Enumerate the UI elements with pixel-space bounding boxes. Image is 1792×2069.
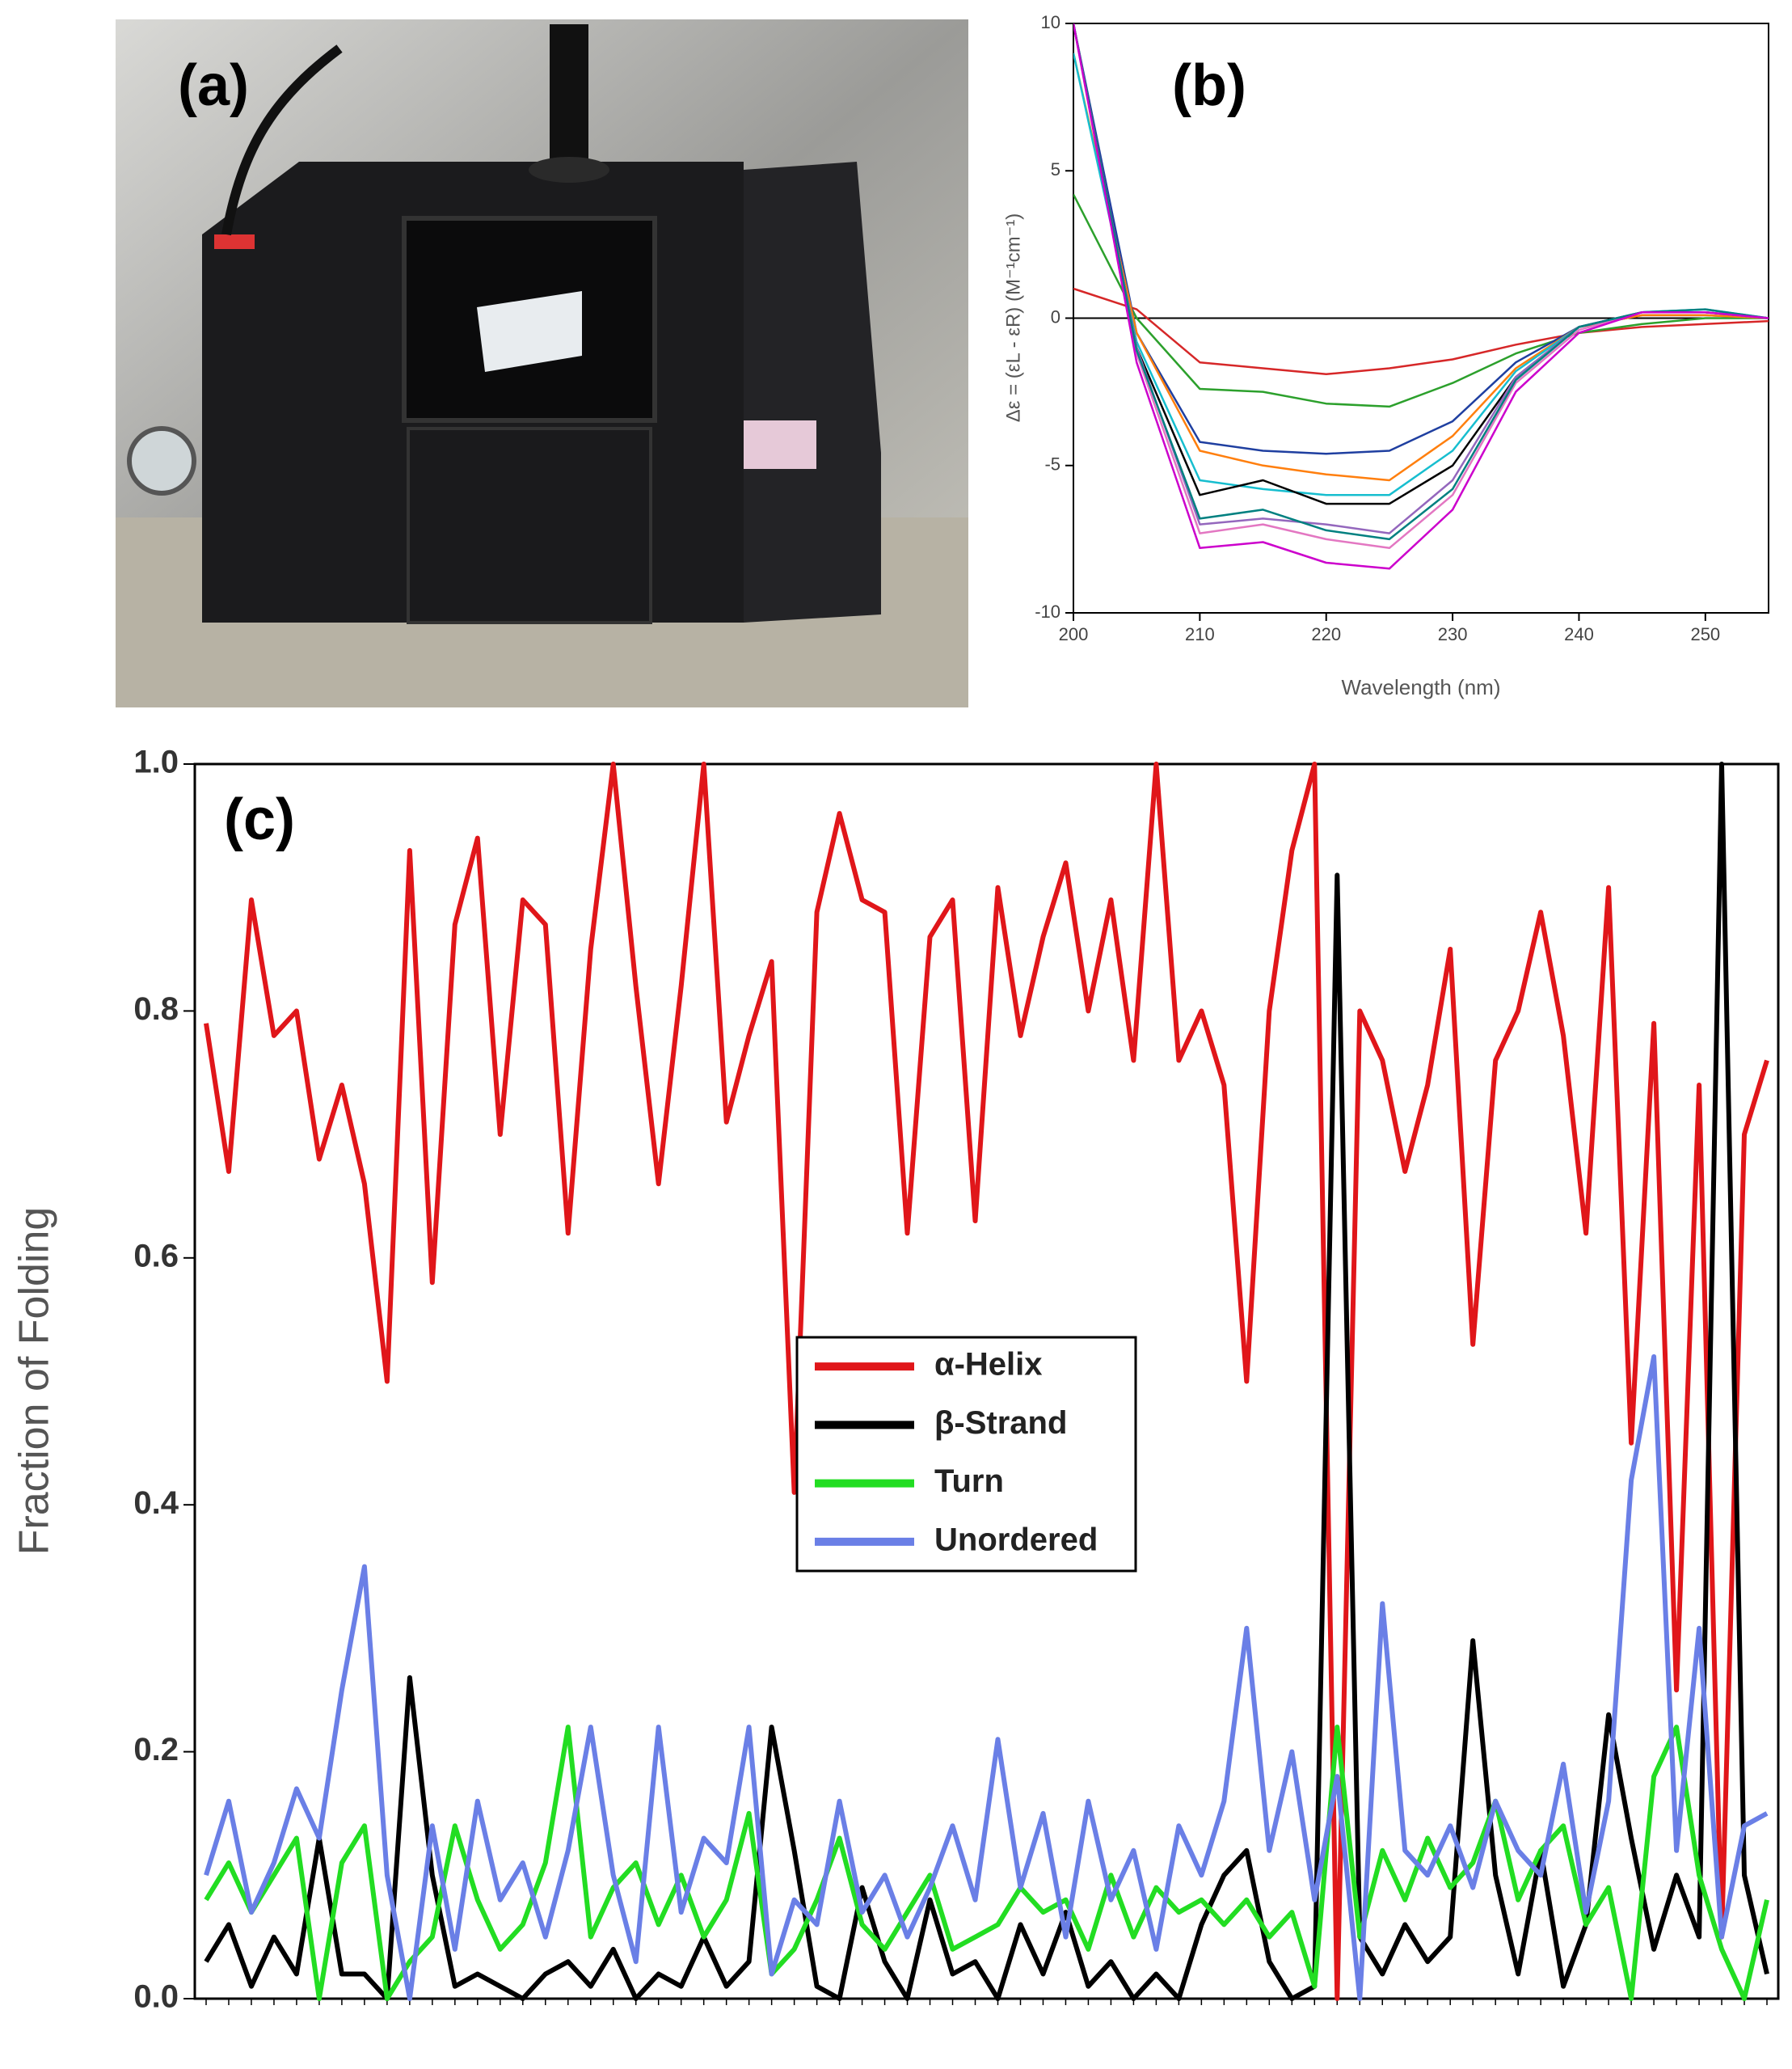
well-plate [477,291,582,372]
y-tick-label: 5 [1051,159,1060,179]
photo: (a) [116,19,968,707]
panel-label: (a) [178,53,249,118]
series-line [1073,53,1769,482]
y-tick-label: 0.0 [133,1979,179,2015]
detector-base [529,157,609,183]
legend-box [795,1336,1137,1573]
legend-label: Turn [934,1463,1004,1499]
series-group [204,762,1769,2001]
x-axis-label: Wavelength (nm) [1342,675,1501,699]
series-line [1073,287,1769,376]
series-line [1073,23,1769,570]
y-tick-label: 0.2 [133,1732,179,1767]
x-tick-label: 240 [1564,624,1594,644]
x-tick-label: 220 [1311,624,1341,644]
series-line [204,1354,1769,2001]
y-tick-label: 1.0 [133,745,179,780]
series-group [1073,23,1769,570]
detector-tube [550,24,588,170]
plot-frame [193,762,1780,2000]
lamp-housing [127,426,196,496]
y-tick-label: 0.8 [133,991,179,1027]
series-line [1073,53,1769,496]
x-tick-label: 200 [1059,624,1089,644]
instrument-side [744,162,881,623]
x-tick-label: 250 [1690,624,1720,644]
y-axis-label: Fraction of Folding [11,1207,58,1556]
panel-label: (b) [1172,53,1246,118]
legend-label: β-Strand [934,1405,1067,1441]
series-line [1073,193,1769,408]
clip [214,234,255,249]
y-tick-label: -10 [1035,602,1060,622]
x-tick-label: 210 [1185,624,1215,644]
y-tick-label: 0 [1051,306,1060,327]
panel-label: (c) [224,787,295,852]
series-line [204,762,1769,2001]
y-tick-label: -5 [1044,454,1060,475]
lower-door [407,427,652,624]
y-tick-label: 0.6 [133,1238,179,1273]
y-axis-label: Δε = (εL - εR) (M⁻¹cm⁻¹) [1002,213,1024,423]
cable [221,44,343,236]
legend-label: α-Helix [934,1347,1043,1383]
y-tick-label: 0.4 [133,1485,179,1521]
y-tick-label: 10 [1041,12,1060,32]
x-tick-label: 230 [1438,624,1468,644]
legend-label: Unordered [934,1522,1098,1557]
series-line [204,762,1769,2001]
label-sticker [744,420,816,469]
